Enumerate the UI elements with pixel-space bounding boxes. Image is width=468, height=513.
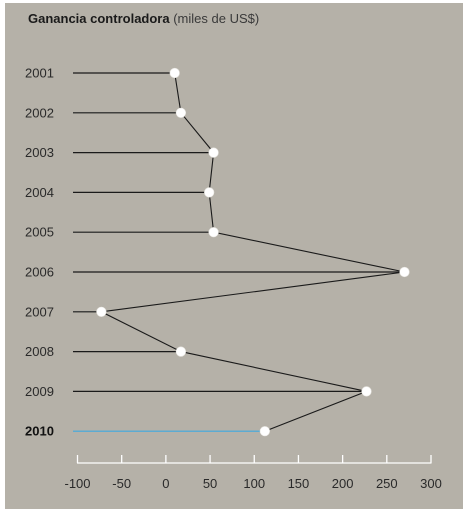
category-label: 2006 [25,265,54,280]
chart-panel: Ganancia controladora (miles de US$) 200… [5,3,463,509]
category-label: 2008 [25,344,54,359]
x-tick-label: -100 [64,476,90,491]
data-point [399,266,410,278]
data-point [175,107,186,118]
chart-title-unit: (miles de US$) [173,11,260,26]
x-tick-label: 250 [376,476,398,491]
category-label: 2002 [25,105,54,120]
x-tick-label: 100 [243,476,265,491]
series-line [99,72,405,432]
data-point [96,306,107,317]
category-label: 2005 [25,225,54,240]
data-point [208,227,219,238]
chart-title-main: Ganancia controladora [28,11,170,26]
x-tick-label: 150 [288,476,310,491]
x-tick-label: -50 [112,476,131,491]
x-tick-label: 0 [162,476,169,491]
data-point [204,187,215,198]
category-label: 2010 [25,424,54,439]
category-label: 2001 [25,66,54,81]
data-point [169,67,180,79]
x-tick-label: 300 [420,476,442,491]
data-point [361,386,372,397]
data-point [175,346,186,357]
category-label: 2004 [25,185,54,200]
chart-svg: 2001 2002 2003 2004 2005 2006 2007 2008 2009 2010… [25,66,442,492]
data-point [208,147,219,158]
category-label: 2009 [25,384,54,399]
data-point [259,426,270,437]
chart-title: Ganancia controladora (miles de US$) [28,11,259,26]
x-tick-label: 200 [332,476,354,491]
category-label: 2007 [25,304,54,319]
category-label: 2003 [25,145,54,160]
x-tick-label: 50 [203,476,217,491]
